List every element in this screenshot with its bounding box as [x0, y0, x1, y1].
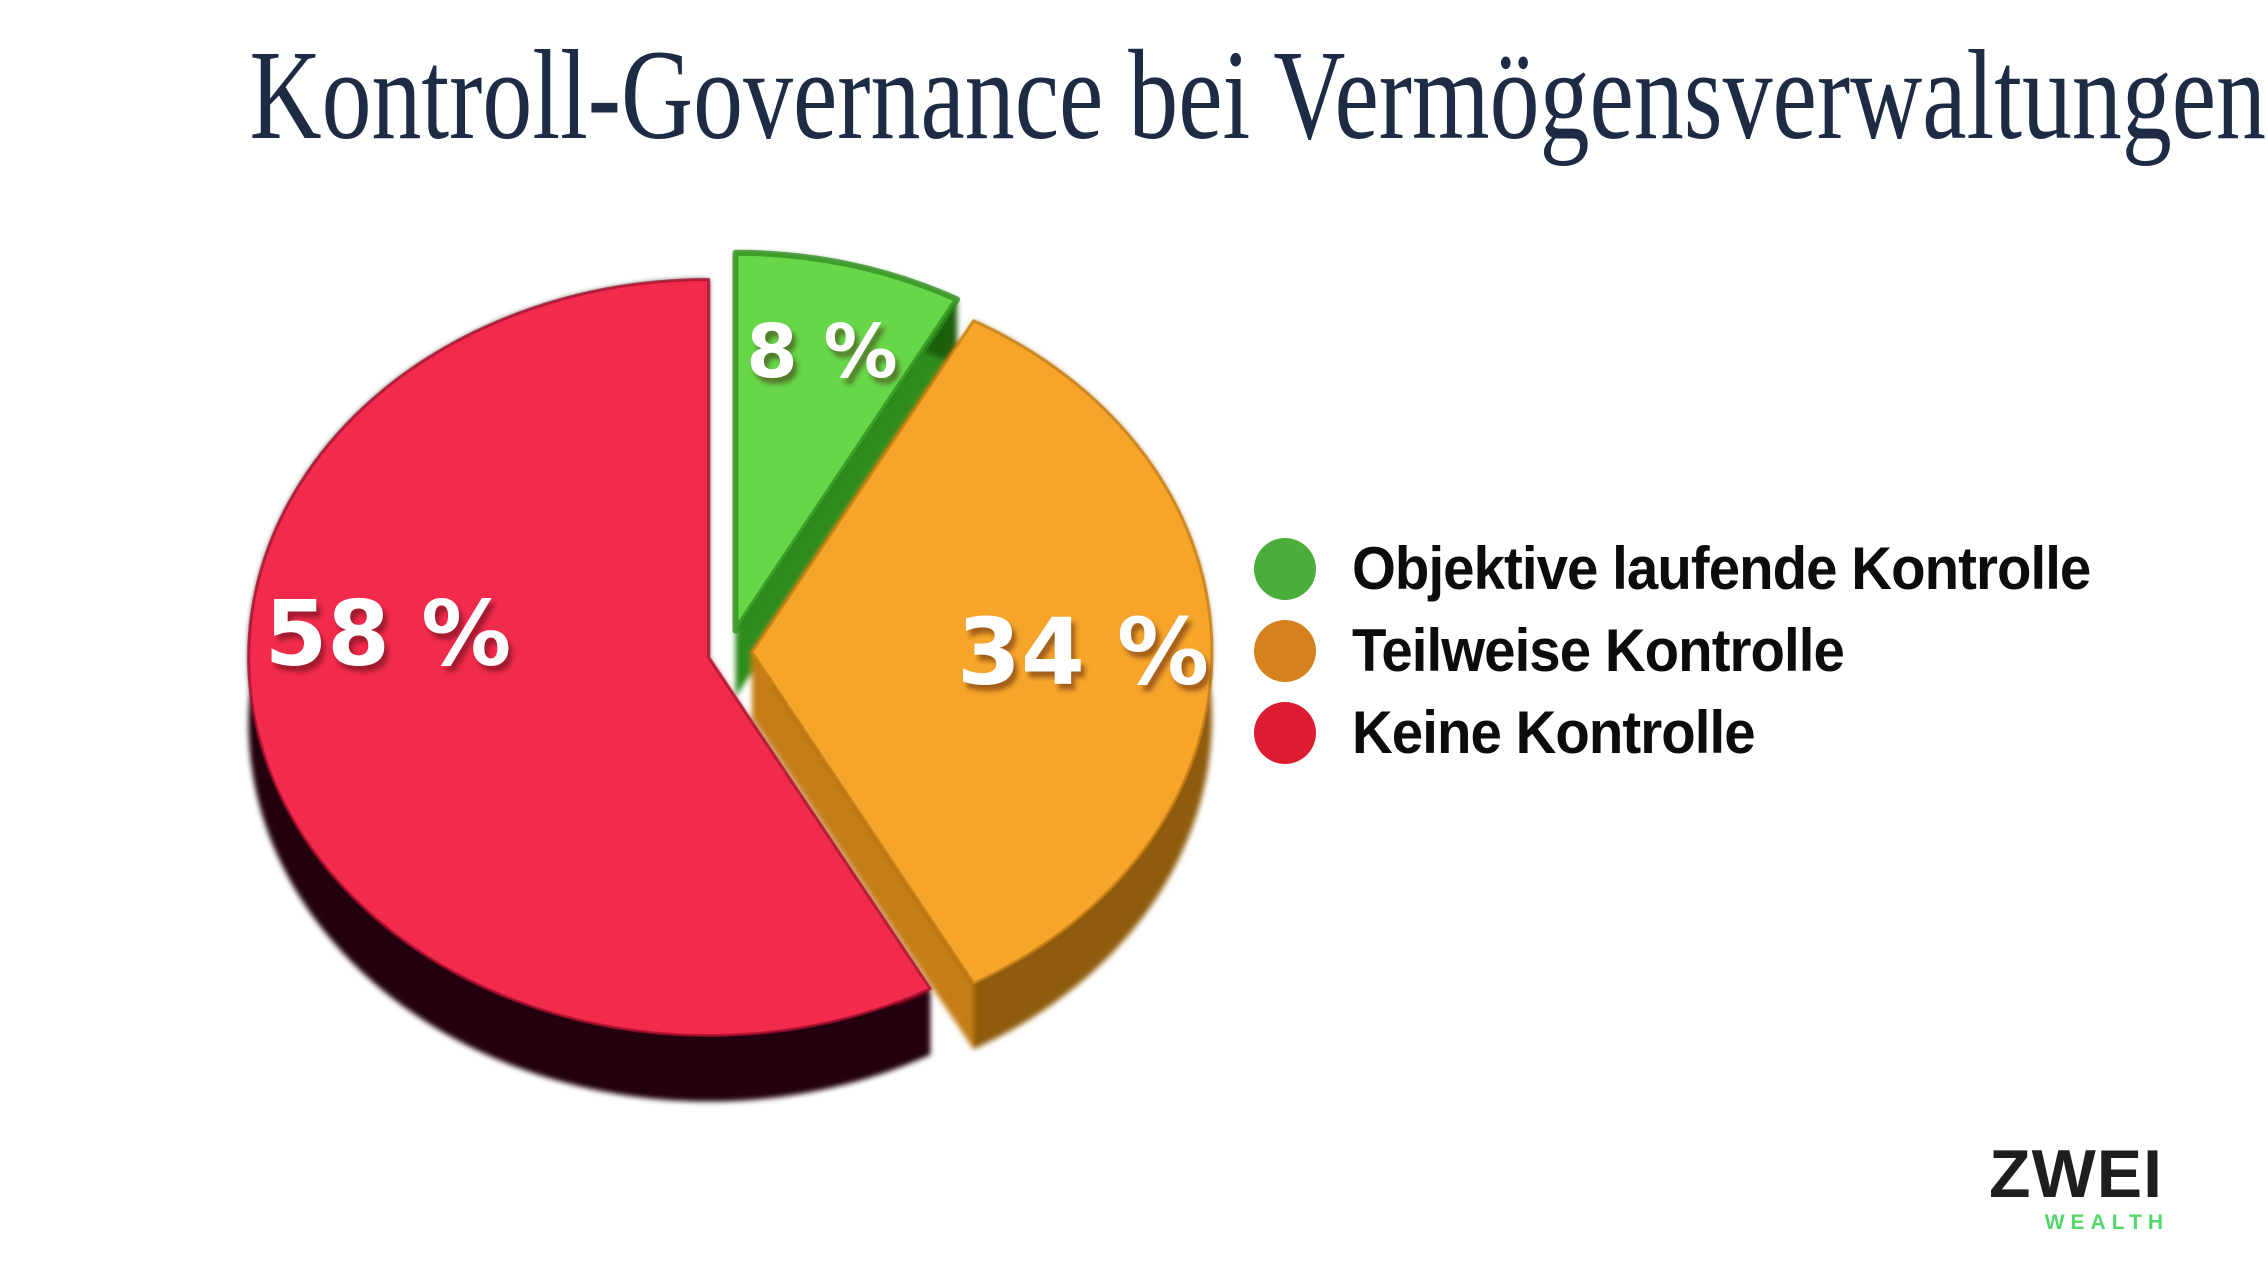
- legend: Objektive laufende Kontrolle Teilweise Ko…: [1254, 534, 2138, 767]
- pie-wall-2: [248, 279, 931, 1102]
- legend-item: Objektive laufende Kontrolle: [1254, 534, 2138, 603]
- legend-label: Teilweise Kontrolle: [1352, 617, 1845, 684]
- pie-cutface-1b: [752, 652, 974, 1050]
- pie-label-layer: 8 % 34 % 58 %: [265, 309, 1210, 706]
- brand-logo: ZWEI WEALTH: [1989, 1140, 2163, 1235]
- pie-slice-1: [750, 319, 1214, 985]
- legend-item: Keine Kontrolle: [1254, 698, 2138, 767]
- pie-value-label: 8 %: [746, 309, 897, 395]
- pie-value-label: 34 %: [957, 599, 1209, 706]
- pie-value-label: 58 %: [265, 582, 512, 687]
- legend-label: Keine Kontrolle: [1352, 699, 1756, 766]
- brand-subtitle: WEALTH: [2044, 1211, 2169, 1234]
- legend-item: Teilweise Kontrolle: [1254, 616, 2138, 685]
- pie-slice-0: [732, 249, 961, 634]
- pie-top-layer: [247, 249, 1214, 1037]
- legend-swatch-icon: [1254, 537, 1316, 600]
- legend-swatch-icon: [1254, 619, 1316, 682]
- legend-label: Objektive laufende Kontrolle: [1352, 535, 2091, 602]
- pie-slice-2: [247, 278, 932, 1037]
- brand-name: ZWEI: [1989, 1136, 2163, 1212]
- page-title: Kontroll-Governance bei Vermögensverwalt…: [249, 24, 2266, 166]
- legend-swatch-icon: [1254, 701, 1316, 764]
